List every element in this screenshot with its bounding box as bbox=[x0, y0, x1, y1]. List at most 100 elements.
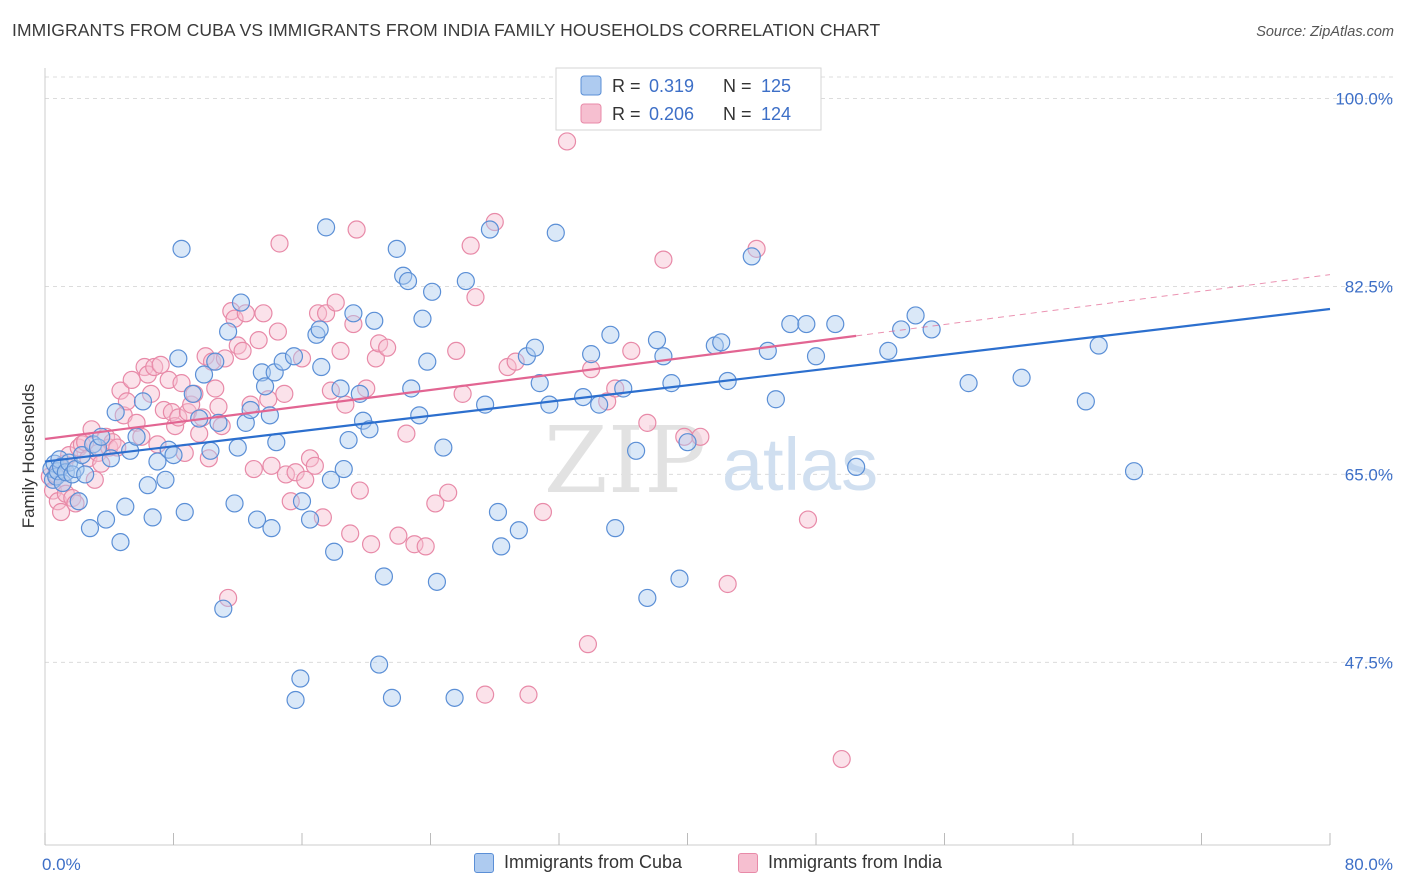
india-point-89 bbox=[366, 349, 385, 368]
cuba-point-63 bbox=[310, 320, 329, 339]
india-point-51 bbox=[209, 397, 228, 416]
cuba-point-48 bbox=[241, 400, 260, 420]
cuba-point-43 bbox=[219, 322, 238, 341]
india-point-58 bbox=[233, 341, 252, 361]
cuba-point-77 bbox=[374, 567, 394, 586]
cuba-point-25 bbox=[127, 427, 146, 446]
cuba-point-69 bbox=[334, 459, 353, 479]
india-point-23 bbox=[111, 381, 130, 400]
cuba-point-34 bbox=[172, 239, 191, 258]
cuba-point-55 bbox=[267, 433, 286, 452]
india-point-113 bbox=[622, 341, 641, 361]
cuba-point-78 bbox=[382, 688, 402, 707]
x-tick-label-max: 80.0% bbox=[1345, 855, 1393, 874]
india-point-120 bbox=[798, 510, 818, 529]
india-point-62 bbox=[249, 331, 268, 350]
source-label: Source: ZipAtlas.com bbox=[1256, 24, 1394, 40]
cuba-point-50 bbox=[252, 363, 271, 382]
cuba-point-12 bbox=[69, 492, 88, 511]
cuba-point-95 bbox=[509, 521, 528, 540]
india-point-30 bbox=[138, 365, 157, 384]
legend-india-swatch bbox=[738, 852, 758, 873]
cuba-point-90 bbox=[456, 271, 475, 291]
cuba-point-41 bbox=[209, 413, 228, 432]
cuba-point-67 bbox=[325, 542, 344, 561]
stats-cuba-r-label: R = bbox=[612, 76, 641, 96]
india-point-73 bbox=[296, 470, 315, 489]
chart-title: IMMIGRANTS FROM CUBA VS IMMIGRANTS FROM … bbox=[12, 20, 881, 40]
india-point-92 bbox=[389, 526, 408, 545]
india-point-109 bbox=[578, 635, 598, 654]
cuba-point-108 bbox=[638, 588, 657, 608]
legend-item-cuba[interactable]: Immigrants from Cuba bbox=[474, 852, 682, 873]
stats-india-n-label: N = bbox=[723, 104, 752, 124]
cuba-point-97 bbox=[525, 338, 545, 357]
india-point-98 bbox=[447, 341, 466, 361]
cuba-point-62 bbox=[307, 325, 326, 344]
cuba-point-60 bbox=[292, 492, 312, 511]
cuba-point-103 bbox=[590, 395, 609, 414]
india-point-107 bbox=[533, 502, 553, 522]
cuba-point-117 bbox=[742, 247, 761, 266]
bottom-legend: Immigrants from Cuba Immigrants from Ind… bbox=[0, 852, 1406, 878]
cuba-point-105 bbox=[606, 519, 625, 538]
cuba-point-124 bbox=[847, 457, 866, 477]
cuba-point-19 bbox=[96, 510, 116, 529]
cuba-point-133 bbox=[1124, 462, 1144, 481]
india-point-84 bbox=[344, 314, 363, 334]
india-point-93 bbox=[397, 424, 416, 443]
stats-india-swatch bbox=[580, 103, 602, 124]
legend-item-india[interactable]: Immigrants from India bbox=[738, 852, 942, 873]
cuba-point-42 bbox=[214, 599, 233, 618]
cuba-point-56 bbox=[273, 352, 292, 371]
cuba-point-104 bbox=[601, 325, 620, 344]
cuba-point-89 bbox=[445, 688, 464, 707]
india-point-108 bbox=[557, 132, 577, 151]
cuba-point-86 bbox=[423, 282, 442, 301]
cuba-point-121 bbox=[797, 314, 816, 334]
stats-india-r-label: R = bbox=[612, 104, 641, 124]
cuba-point-127 bbox=[906, 306, 925, 325]
cuba-point-39 bbox=[201, 441, 220, 460]
cuba-point-46 bbox=[231, 293, 251, 312]
cuba-point-53 bbox=[262, 519, 281, 538]
cuba-point-74 bbox=[360, 420, 379, 439]
cuba-point-35 bbox=[175, 502, 194, 522]
cuba-point-21 bbox=[106, 403, 125, 422]
x-tick-label-min: 0.0% bbox=[42, 855, 81, 874]
india-point-121 bbox=[832, 749, 851, 769]
y-tick-label-1: 65.0% bbox=[1345, 465, 1393, 484]
india-point-86 bbox=[350, 481, 369, 500]
cuba-point-36 bbox=[183, 384, 202, 403]
watermark: ZIP atlas bbox=[544, 407, 878, 514]
india-point-81 bbox=[331, 341, 350, 361]
india-point-48 bbox=[199, 449, 218, 468]
axes bbox=[44, 68, 1331, 846]
cuba-point-122 bbox=[806, 347, 826, 366]
cuba-point-132 bbox=[1089, 336, 1108, 355]
cuba-point-87 bbox=[427, 572, 447, 591]
stats-india-n: 124 bbox=[761, 104, 791, 124]
india-point-91 bbox=[378, 338, 397, 357]
india-point-88 bbox=[361, 535, 381, 554]
cuba-point-123 bbox=[826, 314, 845, 334]
india-point-95 bbox=[416, 537, 435, 556]
india-point-106 bbox=[519, 685, 538, 704]
india-point-63 bbox=[254, 304, 273, 323]
cuba-point-26 bbox=[133, 392, 153, 411]
cuba-point-58 bbox=[291, 669, 310, 688]
cuba-point-85 bbox=[418, 352, 437, 371]
cuba-point-76 bbox=[370, 655, 389, 674]
cuba-point-99 bbox=[540, 395, 559, 414]
cuba-point-22 bbox=[111, 532, 130, 552]
grid-lines bbox=[45, 76, 1393, 663]
cuba-point-49 bbox=[247, 510, 267, 529]
y-tick-label-0: 47.5% bbox=[1345, 653, 1393, 672]
cuba-point-70 bbox=[339, 430, 358, 450]
watermark-atlas: atlas bbox=[722, 423, 878, 506]
legend-cuba-label: Immigrants from Cuba bbox=[504, 852, 683, 872]
trend-line-cuba bbox=[44, 307, 1331, 463]
india-point-114 bbox=[638, 413, 657, 432]
india-point-94 bbox=[405, 535, 424, 554]
